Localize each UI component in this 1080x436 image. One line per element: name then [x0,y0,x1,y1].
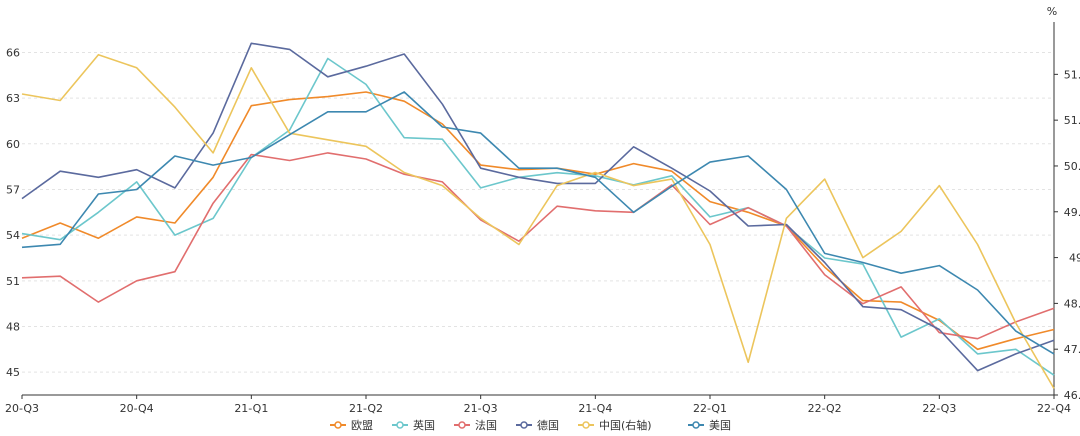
right-y-tick-label: 47.6 [1064,343,1080,356]
x-tick-label: 21-Q3 [464,402,498,415]
series-line-3 [21,42,1055,372]
x-tick-label: 20-Q4 [120,402,154,415]
right-y-tick-label: 51.8 [1064,68,1080,81]
legend-marker [582,421,590,429]
axes [22,22,1055,396]
legend: 欧盟 英国 法国 德国 中国(右轴) 美国 [330,418,731,432]
legend-item[interactable]: 法国 [454,418,497,432]
right-y-tick-label: 49 [1069,252,1080,265]
legend-item[interactable]: 欧盟 [330,419,373,432]
x-tick-label: 22-Q4 [1037,402,1071,415]
left-y-tick-label: 45 [6,366,20,379]
left-y-tick-label: 57 [6,183,20,196]
right-y-tick-label: 48.3 [1064,297,1080,310]
legend-marker [520,421,528,429]
x-tick-label: 22-Q3 [922,402,956,415]
right-y-tick-label: 46.9 [1064,389,1080,402]
right-y-tick-labels: 46.9 47.6 48.3 49 49.7 50.4 51.1 51.8 [1054,68,1080,402]
gridlines [22,51,1054,373]
left-y-tick-label: 51 [6,275,20,288]
right-y-tick-label: 50.4 [1064,160,1080,173]
right-y-tick-label: 51.1 [1064,114,1080,127]
legend-label: 欧盟 [351,419,373,432]
left-y-tick-label: 66 [6,46,20,59]
x-tick-label: 20-Q3 [5,402,39,415]
series-line-1 [21,57,1055,376]
series-line-4 [21,53,1055,389]
x-tick-labels: 20-Q3 20-Q4 21-Q1 21-Q2 21-Q3 21-Q4 22-Q1 22-Q2… [5,395,1071,415]
left-y-tick-label: 60 [6,138,20,151]
legend-marker [458,421,466,429]
left-y-tick-label: 63 [6,92,20,105]
right-y-tick-label: 49.7 [1064,206,1080,219]
legend-label: 法国 [475,418,497,432]
legend-label: 英国 [413,418,435,432]
legend-item[interactable]: 美国 [688,419,731,432]
legend-label: 美国 [709,419,731,432]
legend-item[interactable]: 英国 [392,418,435,432]
legend-label: 中国(右轴) [599,418,652,432]
left-y-tick-label: 48 [6,320,20,333]
x-tick-label: 21-Q4 [578,402,612,415]
x-tick-label: 22-Q1 [693,402,727,415]
legend-item[interactable]: 中国(右轴) [578,418,652,432]
series-line-5 [21,91,1055,355]
right-axis-unit: % [1047,5,1057,18]
legend-item[interactable]: 德国 [516,418,559,432]
left-y-tick-label: 54 [6,229,20,242]
legend-marker [334,421,342,429]
x-tick-label: 22-Q2 [808,402,842,415]
x-tick-label: 21-Q2 [349,402,383,415]
legend-marker [692,421,700,429]
legend-label: 德国 [537,418,559,432]
series-line-2 [21,152,1055,340]
legend-marker [396,421,404,429]
left-y-tick-labels: 45 48 51 54 57 60 63 66 [6,46,20,379]
series-lines [21,42,1055,389]
x-tick-label: 21-Q1 [234,402,268,415]
series-line-0 [21,91,1055,351]
